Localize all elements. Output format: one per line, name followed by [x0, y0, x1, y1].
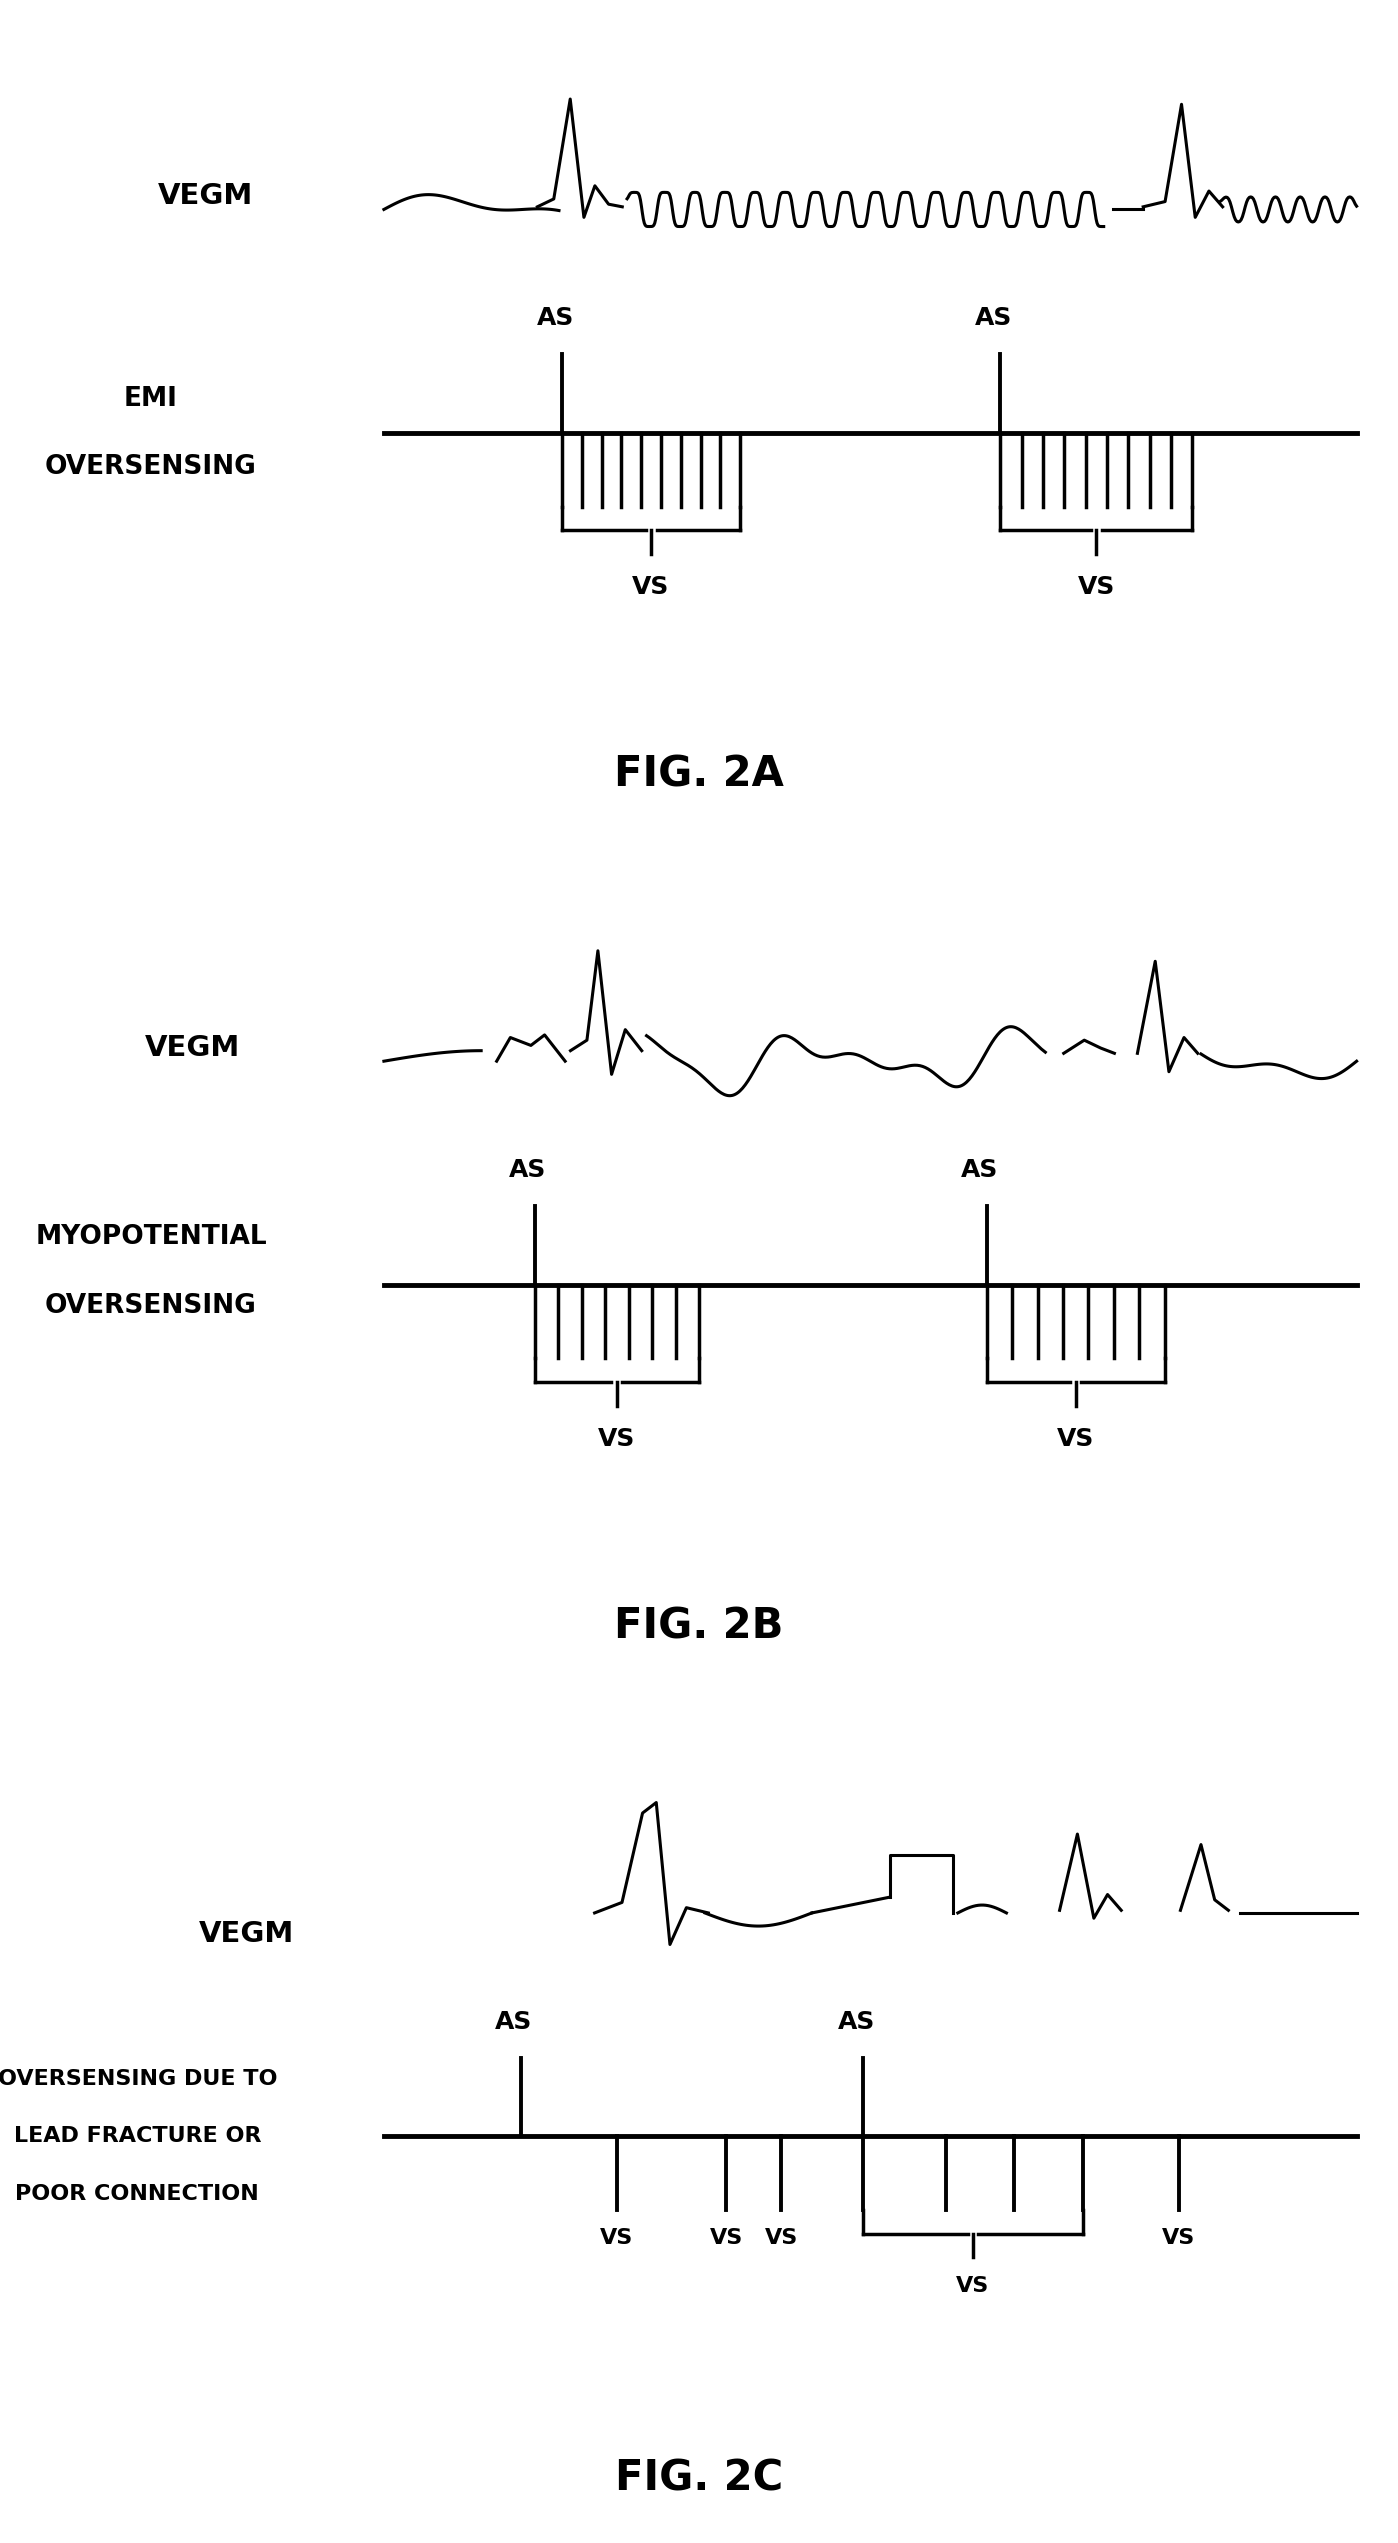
- Text: OVERSENSING: OVERSENSING: [45, 455, 257, 481]
- Text: FIG. 2B: FIG. 2B: [614, 1605, 784, 1648]
- Text: LEAD FRACTURE OR: LEAD FRACTURE OR: [14, 2126, 261, 2146]
- Text: AS: AS: [495, 2009, 533, 2034]
- Text: MYOPOTENTIAL: MYOPOTENTIAL: [35, 1223, 267, 1251]
- Text: AS: AS: [537, 305, 573, 331]
- Text: VS: VS: [598, 1427, 636, 1450]
- Text: OVERSENSING DUE TO: OVERSENSING DUE TO: [0, 2067, 277, 2088]
- Text: VEGM: VEGM: [158, 183, 253, 211]
- Text: VS: VS: [600, 2228, 633, 2248]
- Text: VEGM: VEGM: [199, 1920, 295, 1948]
- Text: FIG. 2A: FIG. 2A: [614, 753, 784, 796]
- Text: VS: VS: [1078, 575, 1116, 598]
- Text: AS: AS: [962, 1157, 998, 1182]
- Text: VS: VS: [632, 575, 670, 598]
- Text: VS: VS: [1057, 1427, 1095, 1450]
- Text: AS: AS: [837, 2009, 875, 2034]
- Text: EMI: EMI: [124, 387, 178, 412]
- Text: OVERSENSING: OVERSENSING: [45, 1292, 257, 1320]
- Text: VEGM: VEGM: [144, 1035, 240, 1063]
- Text: AS: AS: [509, 1157, 547, 1182]
- Text: POOR CONNECTION: POOR CONNECTION: [15, 2184, 259, 2205]
- Text: FIG. 2C: FIG. 2C: [615, 2457, 783, 2500]
- Text: VS: VS: [710, 2228, 742, 2248]
- Text: VS: VS: [1162, 2228, 1195, 2248]
- Text: AS: AS: [974, 305, 1012, 331]
- Text: VS: VS: [765, 2228, 798, 2248]
- Text: VS: VS: [956, 2276, 990, 2296]
